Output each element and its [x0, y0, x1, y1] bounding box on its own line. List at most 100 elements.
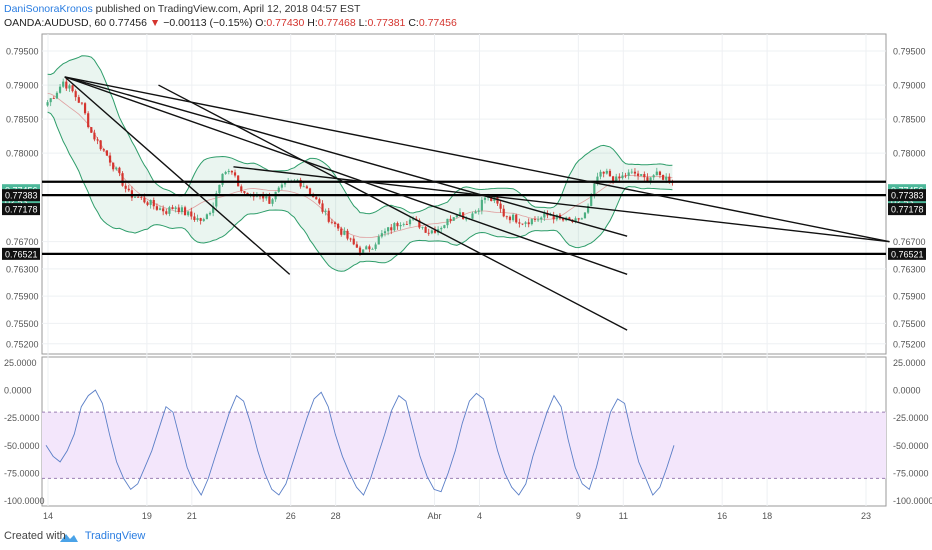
candle-body	[315, 197, 318, 200]
horizontal-levels[interactable]	[42, 180, 886, 255]
candle-body	[133, 196, 137, 198]
candle-body	[96, 139, 99, 141]
price-tick-label: 0.79500	[6, 47, 39, 57]
candle-body	[193, 216, 196, 220]
candle-body	[93, 132, 96, 140]
candle-body	[102, 149, 105, 151]
candle-body	[108, 155, 112, 163]
candle-body	[155, 206, 159, 210]
candle-body	[649, 177, 652, 182]
candle-body	[586, 205, 590, 213]
candle-body	[621, 175, 624, 179]
candle-body	[168, 207, 171, 214]
candle-body	[421, 226, 424, 228]
candle-body	[196, 218, 199, 220]
publish-header: DaniSonoraKronos published on TradingVie…	[4, 3, 360, 15]
price-tick-label: 0.75200	[6, 339, 39, 349]
price-label: 0.77178	[5, 205, 38, 215]
candle-body	[230, 170, 233, 173]
candle-body	[55, 92, 59, 99]
candle-body	[515, 214, 518, 223]
candle-body	[430, 230, 433, 234]
trendline	[64, 76, 291, 275]
time-tick-label: 18	[762, 511, 772, 521]
candle-body	[624, 175, 627, 177]
candle-body	[665, 176, 668, 180]
oscillator-tick-label: -75.0000	[893, 468, 929, 478]
candle-body	[668, 176, 671, 182]
candle-body	[190, 211, 193, 217]
price-tick-label: 0.75200	[893, 339, 926, 349]
candle-body	[440, 227, 443, 230]
candle-body	[224, 172, 227, 174]
candle-body	[490, 196, 493, 201]
candle-body	[90, 127, 93, 133]
author-link[interactable]: DaniSonoraKronos	[4, 3, 93, 15]
price-pane-frame	[41, 33, 887, 355]
candle-body	[49, 98, 52, 103]
open-label: O:	[255, 17, 267, 29]
low-label: L:	[358, 17, 368, 29]
candle-body	[646, 177, 649, 182]
price-label: 0.77383	[5, 191, 38, 201]
candle-body	[446, 218, 449, 226]
candle-body	[374, 244, 377, 249]
time-tick-label: 26	[286, 511, 296, 521]
candle-body	[527, 222, 530, 225]
candle-body	[443, 225, 446, 228]
candle-body	[540, 217, 543, 220]
time-tick-label: 4	[477, 511, 482, 521]
price-tick-label: 0.76700	[893, 237, 926, 247]
candle-body	[368, 246, 371, 250]
price-label: 02:53	[891, 197, 914, 207]
candle-body	[477, 210, 480, 212]
candle-body	[65, 81, 68, 89]
candle-body	[518, 222, 521, 224]
candle-body	[305, 186, 308, 189]
candle-body	[349, 238, 352, 240]
candle-body	[524, 222, 527, 224]
candle-body	[112, 162, 115, 170]
candle-body	[661, 175, 665, 180]
candle-body	[615, 176, 618, 182]
footer-brand[interactable]: TradingView	[84, 530, 146, 542]
candle-body	[583, 212, 587, 219]
candle-body	[405, 224, 408, 225]
candle-body	[149, 200, 152, 205]
trendlines[interactable]	[64, 76, 890, 331]
candle-body	[608, 170, 612, 177]
candle-body	[62, 81, 65, 87]
candle-body	[580, 218, 583, 220]
oscillator-tick-label: -25.0000	[4, 413, 40, 423]
price-label-box	[888, 247, 926, 260]
candle-body	[187, 211, 190, 216]
candle-body	[68, 85, 71, 89]
candle-body	[243, 191, 246, 193]
candle-body	[499, 203, 502, 209]
candle-body	[618, 176, 621, 179]
candle-body	[137, 196, 140, 198]
candle-body	[321, 203, 324, 212]
candle-body	[174, 207, 177, 210]
candle-body	[427, 232, 430, 234]
price-label-box	[2, 247, 40, 260]
candle-body	[202, 219, 205, 221]
left-price-axis: 0.795000.790000.785000.780000.7745602:53…	[2, 47, 40, 349]
candle-body	[143, 197, 146, 203]
price-tick-label: 0.75900	[6, 292, 39, 302]
candle-body	[52, 98, 55, 99]
candle-body	[330, 221, 333, 223]
price-tick-label: 0.78000	[893, 149, 926, 159]
price-tick-label: 0.78500	[893, 115, 926, 125]
oscillator-tick-label: -50.0000	[4, 441, 40, 451]
time-tick-label: 14	[43, 511, 53, 521]
price-tick-label: 0.78000	[6, 149, 39, 159]
candle-body	[71, 85, 74, 92]
tradingview-logo-shape	[60, 534, 78, 542]
publish-info: published on TradingView.com, April 12, …	[92, 3, 361, 15]
candle-body	[496, 197, 499, 204]
down-arrow-icon: ▼	[149, 17, 161, 29]
candle-body	[221, 173, 224, 185]
candle-body	[346, 230, 349, 239]
